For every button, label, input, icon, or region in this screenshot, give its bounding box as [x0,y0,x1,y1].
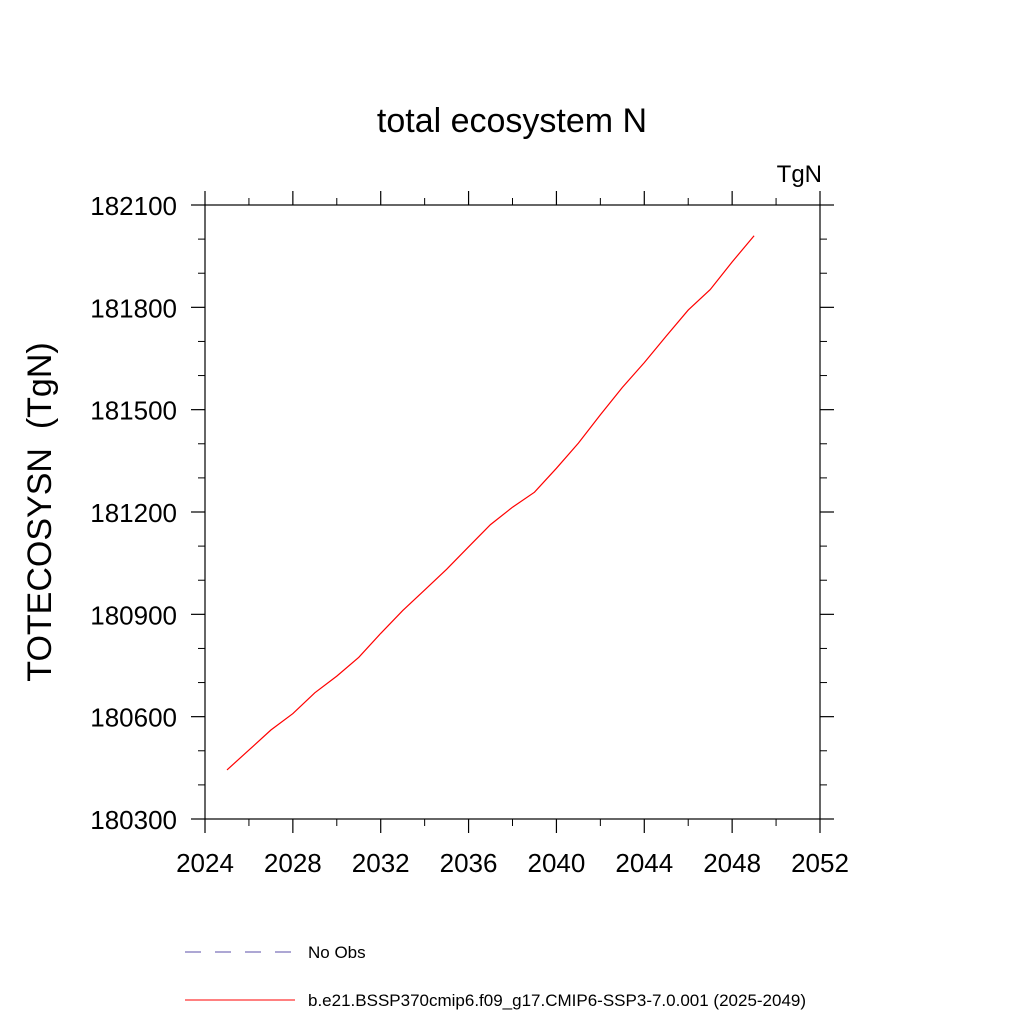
x-tick-label: 2024 [176,848,234,878]
tick-labels: 2024 2028 2032 2036 2040 2044 2048 2052 180300 18… [90,191,849,878]
legend-label: No Obs [308,943,366,962]
series-line [226,235,755,771]
series-layer [226,235,755,771]
y-tick-label: 180300 [90,805,177,835]
plot-area [191,191,834,833]
y-tick-label: 181500 [90,396,177,426]
units-label: TgN [777,161,822,188]
y-tick-label: 181200 [90,498,177,528]
legend-label: b.e21.BSSP370cmip6.f09_g17.CMIP6-SSP3-7.… [308,991,806,1010]
y-tick-label: 182100 [90,191,177,221]
y-tick-label: 180900 [90,600,177,630]
x-tick-label: 2036 [440,848,498,878]
y-tick-label: 180600 [90,703,177,733]
legend: No Obs b.e21.BSSP370cmip6.f09_g17.CMIP6-S… [185,943,806,1010]
y-axis-label: TOTECOSYSN (TgN) [21,342,59,681]
plot-frame [204,204,821,820]
x-tick-label: 2028 [264,848,322,878]
y-tick-label: 181800 [90,293,177,323]
x-tick-label: 2052 [791,848,849,878]
chart-title: total ecosystem N [377,102,647,140]
x-tick-label: 2032 [352,848,410,878]
x-tick-label: 2040 [528,848,586,878]
x-tick-label: 2048 [703,848,761,878]
x-tick-label: 2044 [615,848,673,878]
